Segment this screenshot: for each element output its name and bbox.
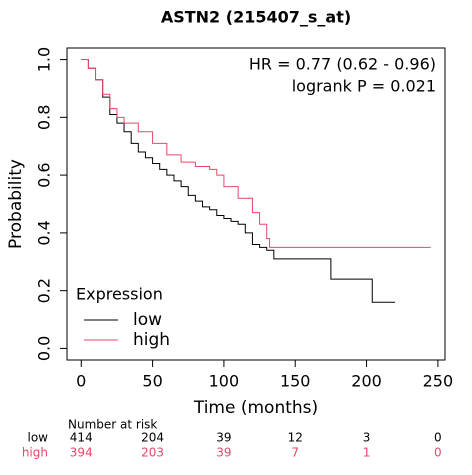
x-tick-label: 50 <box>142 372 162 391</box>
risk-value: 0 <box>434 446 442 460</box>
legend-label: low <box>133 310 162 330</box>
risk-value: 204 <box>141 431 164 445</box>
risk-row-label: high <box>22 446 48 460</box>
y-tick-label: 0.4 <box>35 220 54 245</box>
y-tick-label: 0.6 <box>35 162 54 187</box>
y-tick-label: 1.0 <box>35 47 54 72</box>
x-tick-label: 150 <box>280 372 311 391</box>
chart-title: ASTN2 (215407_s_at) <box>161 8 351 27</box>
survival-curve <box>81 59 431 248</box>
risk-value: 39 <box>216 446 231 460</box>
risk-value: 12 <box>288 431 303 445</box>
plot-frame <box>66 47 446 361</box>
y-tick-label: 0.2 <box>35 278 54 303</box>
hr-annotation: HR = 0.77 (0.62 - 0.96) <box>249 55 436 74</box>
x-tick-label: 0 <box>76 372 86 391</box>
y-axis-label: Probability <box>6 159 26 249</box>
y-tick-label: 0.8 <box>35 105 54 130</box>
y-tick-label: 0.0 <box>35 336 54 361</box>
risk-value: 39 <box>216 431 231 445</box>
risk-row-label: low <box>28 431 49 445</box>
risk-value: 1 <box>363 446 371 460</box>
p-annotation: logrank P = 0.021 <box>292 77 436 96</box>
risk-value: 0 <box>434 431 442 445</box>
risk-value: 394 <box>70 446 93 460</box>
x-tick-label: 250 <box>423 372 454 391</box>
x-axis-label: Time (months) <box>193 398 318 418</box>
x-tick-label: 100 <box>209 372 240 391</box>
x-tick-label: 200 <box>351 372 382 391</box>
risk-value: 414 <box>70 431 93 445</box>
risk-value: 3 <box>363 431 371 445</box>
risk-value: 203 <box>141 446 164 460</box>
legend-label: high <box>133 330 170 350</box>
risk-table-title: Number at risk <box>68 418 157 432</box>
survival-curve <box>81 59 396 303</box>
legend-title: Expression <box>76 285 163 304</box>
risk-value: 7 <box>291 446 299 460</box>
